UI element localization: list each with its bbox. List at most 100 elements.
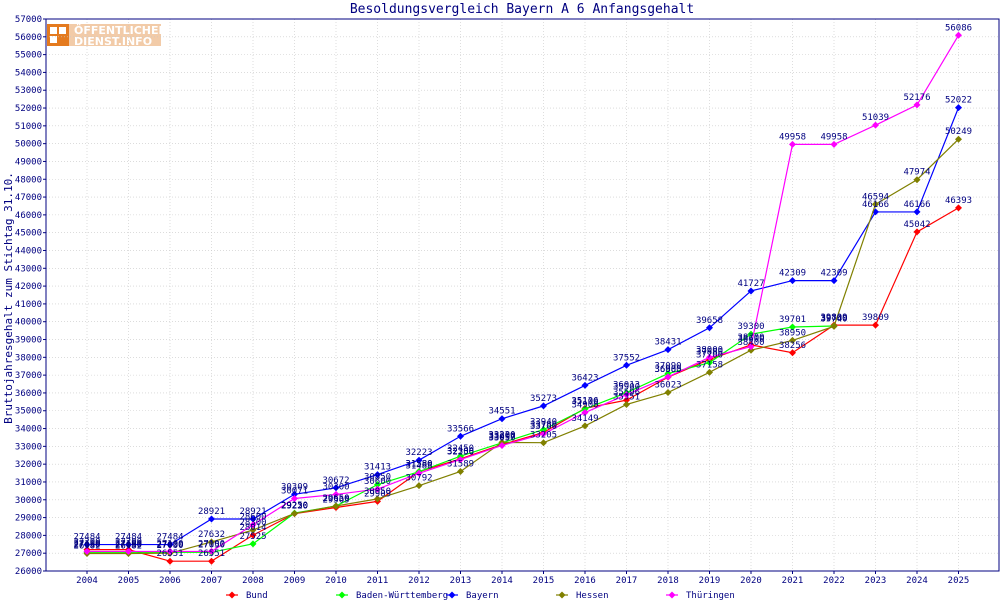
x-tick-label: 2005 [118,576,140,586]
data-label: 27000 [156,541,183,551]
y-tick-label: 29000 [15,514,42,524]
data-point [125,541,132,549]
y-tick-label: 42000 [15,282,42,292]
data-label: 34900 [571,401,598,411]
y-tick-label: 34000 [15,425,42,435]
data-label: 29565 [322,496,349,506]
data-point [664,346,672,354]
data-label: 29220 [281,502,308,512]
data-label: 30792 [405,474,432,484]
data-point [789,349,796,357]
y-tick-label: 45000 [15,229,42,239]
y-tick-label: 37000 [15,371,42,381]
data-label: 33050 [488,433,515,443]
data-point [415,469,423,477]
data-label: 28921 [198,507,225,517]
y-tick-label: 33000 [15,442,42,452]
y-tick-label: 32000 [15,460,42,470]
x-tick-label: 2010 [325,576,347,586]
y-tick-label: 55000 [15,51,42,61]
data-point [208,515,215,523]
x-tick-label: 2012 [408,576,430,586]
data-label: 36023 [654,381,681,391]
data-label: 39658 [696,316,723,326]
data-point [955,104,962,112]
data-label: 31580 [405,460,432,470]
data-point [540,439,547,447]
data-label: 30300 [322,482,349,492]
data-point [747,287,755,295]
data-label: 49958 [820,132,847,142]
data-point [789,323,796,331]
y-axis-label: Bruttojahresgehalt zum Stichtag 31.10. [2,172,15,424]
legend-marker [668,591,676,599]
data-point [955,204,962,212]
data-point [83,541,91,549]
y-tick-label: 54000 [15,68,42,78]
data-label: 29250 [281,501,308,511]
x-tick-label: 2006 [159,576,181,586]
data-point [872,321,879,329]
data-point [913,228,921,236]
data-label: 38700 [737,333,764,343]
y-tick-label: 50000 [15,140,42,150]
data-point [374,485,381,493]
x-tick-label: 2019 [699,576,721,586]
series-line [87,138,959,555]
data-label: 41727 [737,279,764,289]
data-point [789,277,796,285]
y-tick-label: 38000 [15,353,42,363]
data-point [83,547,91,555]
x-tick-label: 2011 [367,576,389,586]
legend-label: Thüringen [686,591,735,600]
x-tick-label: 2018 [657,576,679,586]
data-label: 49958 [779,132,806,142]
y-tick-label: 26000 [15,567,42,577]
data-label: 46166 [862,200,889,210]
data-label: 30050 [364,487,391,497]
data-point [623,361,630,369]
data-label: 38400 [737,338,764,348]
data-label: 27050 [115,540,142,550]
data-point [249,521,257,529]
data-label: 28921 [239,507,266,517]
data-label: 38256 [779,341,806,351]
data-label: 32256 [447,448,474,458]
data-label: 37090 [654,362,681,372]
data-label: 56086 [945,23,972,33]
y-tick-label: 44000 [15,246,42,256]
data-label: 31580 [405,460,432,470]
data-point [166,547,174,555]
data-label: 27200 [115,538,142,548]
y-tick-label: 49000 [15,157,42,167]
data-label: 30600 [364,477,391,487]
data-label: 27484 [73,533,100,543]
data-point [208,547,215,555]
y-tick-label: 28000 [15,531,42,541]
data-point [540,402,547,410]
x-tick-label: 2014 [491,576,513,586]
data-point [955,135,962,143]
legend-label: Baden-Württemberg [356,591,448,600]
data-point [913,101,921,109]
data-label: 31413 [364,463,391,473]
logo: ÖFFENTLICHER DIENST.INFO [47,23,167,48]
data-point [498,441,506,449]
data-point [955,31,962,39]
data-point [540,430,547,438]
data-label: 37158 [696,360,723,370]
x-tick-label: 2013 [450,576,472,586]
data-label: 42309 [779,269,806,279]
y-tick-label: 56000 [15,33,42,43]
data-label: 30850 [364,473,391,483]
data-label: 36885 [654,365,681,375]
x-tick-label: 2016 [574,576,596,586]
y-tick-label: 43000 [15,264,42,274]
data-label: 26982 [73,542,100,552]
data-label: 33566 [447,424,474,434]
x-tick-label: 2025 [948,576,970,586]
data-point [830,140,838,148]
data-point [664,373,672,381]
data-point [415,482,423,490]
